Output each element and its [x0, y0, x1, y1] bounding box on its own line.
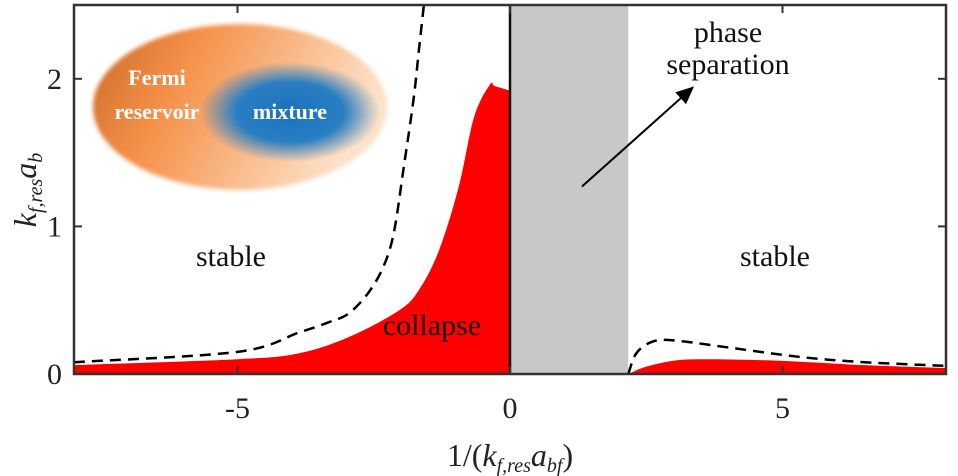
- dashed-boundary-left: [73, 4, 426, 364]
- mixture-ellipse: [200, 62, 380, 162]
- inset-label-fermi: Fermi: [128, 65, 185, 90]
- y-axis-label: kf,resab: [7, 153, 47, 227]
- inset-illustration: Fermi reservoir mixture: [93, 24, 387, 190]
- annotation-collapse: collapse: [383, 309, 481, 342]
- annotation-stable-right: stable: [740, 240, 810, 273]
- y-tick-label: 1: [47, 210, 62, 243]
- phase-separation-arrow: [581, 86, 695, 188]
- y-tick-label: 0: [47, 358, 62, 391]
- collapse-region-right: [628, 359, 946, 374]
- annotation-separation: separation: [666, 48, 789, 81]
- collapse-region-left: [74, 82, 510, 374]
- inset-label-mixture: mixture: [253, 99, 327, 124]
- y-tick-label: 2: [47, 63, 62, 96]
- annotation-phase: phase: [694, 16, 762, 49]
- x-tick-label: 5: [775, 392, 790, 425]
- x-tick-label: 0: [503, 392, 518, 425]
- phase-separation-band: [510, 5, 629, 374]
- annotation-stable-left: stable: [196, 240, 266, 273]
- dashed-boundary-right: [627, 338, 947, 375]
- inset-label-reservoir: reservoir: [114, 99, 199, 124]
- x-tick-label: -5: [225, 392, 250, 425]
- x-axis-label: 1/(kf,resabf): [447, 437, 573, 476]
